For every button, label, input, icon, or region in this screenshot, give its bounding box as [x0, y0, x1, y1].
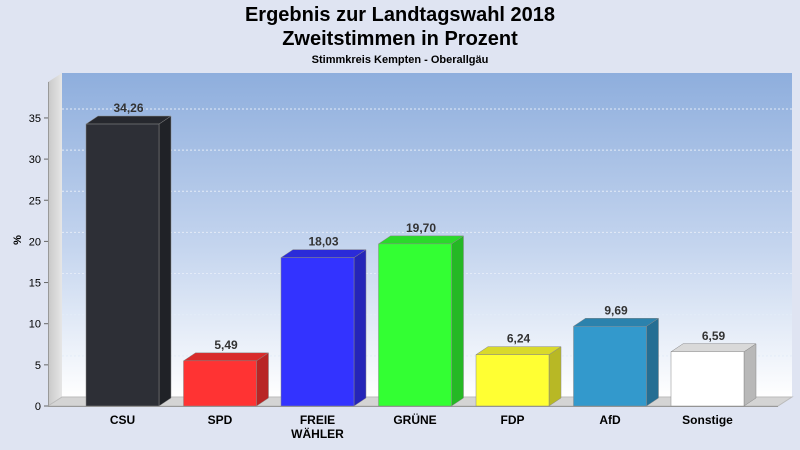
- chart-subtitle: Stimmkreis Kempten - Oberallgäu: [311, 54, 489, 66]
- y-tick-label: 0: [35, 401, 41, 413]
- y-axis-label: %: [12, 235, 24, 245]
- bar-sonstige: [670, 343, 757, 407]
- bar-front: [85, 123, 160, 407]
- y-tick-label: 10: [29, 319, 41, 331]
- bar-front: [183, 360, 257, 407]
- bar-value-label: 5,49: [214, 338, 238, 352]
- x-tick-label: Sonstige: [682, 413, 733, 427]
- bar-top: [377, 235, 465, 245]
- bar-top: [182, 352, 270, 362]
- bar-value-label: 6,24: [507, 332, 531, 346]
- x-tick-label: WÄHLER: [291, 426, 344, 441]
- bar-side: [158, 115, 172, 407]
- x-tick-label: AfD: [599, 413, 621, 427]
- bar-top: [572, 318, 660, 327]
- chart-title: Ergebnis zur Landtagswahl 2018: [244, 4, 556, 26]
- bar-side: [256, 352, 269, 407]
- y-tick-label: 30: [29, 154, 41, 166]
- x-tick-label: FREIE: [300, 413, 335, 427]
- bar-csu: [85, 115, 172, 407]
- plot-back-wall: [62, 73, 792, 397]
- bar-side: [548, 346, 562, 407]
- bar-value-label: 34,26: [113, 101, 143, 115]
- bar-side: [646, 317, 659, 407]
- bar-fdp: [475, 346, 562, 407]
- bar-front: [670, 351, 745, 407]
- bar-grüne: [377, 235, 465, 407]
- bar-side: [743, 343, 757, 407]
- chart-title-line2: Zweitstimmen in Prozent: [282, 28, 518, 50]
- bar-top: [280, 249, 367, 258]
- bar-value-label: 9,69: [604, 303, 628, 317]
- bar-front: [378, 243, 452, 407]
- bar-top: [475, 346, 562, 355]
- bar-value-label: 19,70: [406, 221, 436, 235]
- y-tick-label: 20: [29, 236, 41, 248]
- plot-side-wall: [48, 73, 62, 406]
- bar-afd: [572, 317, 660, 407]
- y-tick-label: 25: [29, 195, 41, 207]
- bar-front: [573, 326, 647, 407]
- bar-value-label: 18,03: [308, 235, 338, 249]
- bar-spd: [182, 352, 270, 407]
- x-tick-label: FDP: [501, 413, 525, 427]
- bar-value-label: 6,59: [702, 329, 726, 343]
- y-tick-label: 15: [29, 278, 41, 290]
- bar-top: [670, 343, 757, 353]
- bar-side: [353, 249, 367, 407]
- bar-front: [475, 354, 550, 407]
- bar-top: [85, 115, 172, 125]
- bar-freie-wähler: [280, 249, 367, 407]
- bar-side: [451, 235, 464, 407]
- x-tick-label: CSU: [110, 413, 135, 427]
- x-tick-label: GRÜNE: [393, 412, 436, 427]
- x-tick-label: SPD: [208, 413, 233, 427]
- y-tick-label: 35: [29, 113, 41, 125]
- y-tick-label: 5: [35, 360, 41, 372]
- bar-front: [280, 257, 355, 407]
